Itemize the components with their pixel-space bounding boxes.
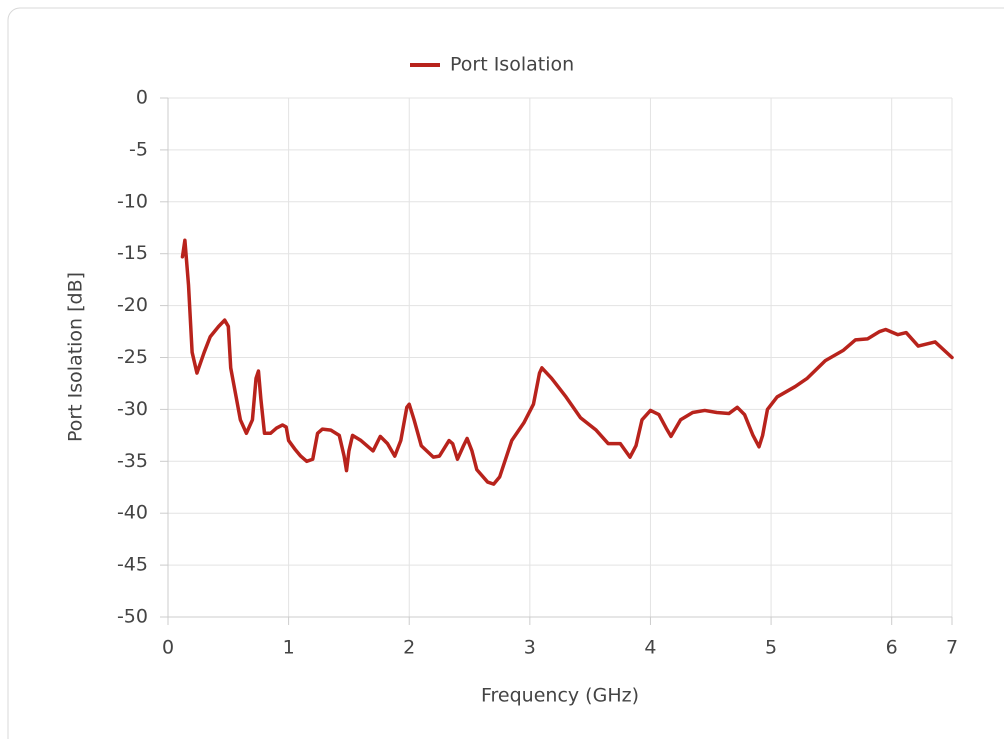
y-tick-label: -35 (117, 450, 148, 472)
legend-label: Port Isolation (450, 54, 574, 76)
series-line (180, 238, 954, 486)
x-axis-label: Frequency (GHz) (481, 685, 639, 707)
y-tick-label: -5 (129, 138, 148, 160)
y-tick-label: 0 (136, 87, 148, 109)
y-tick-label: -10 (117, 190, 148, 212)
x-tick-label: 3 (524, 637, 536, 659)
y-tick-label: -30 (117, 398, 148, 420)
x-tick-label: 7 (946, 637, 958, 659)
y-tick-label: -50 (117, 606, 148, 628)
y-tick-label: -45 (117, 554, 148, 576)
x-tick-label: 1 (283, 637, 295, 659)
y-tick-label: -25 (117, 346, 148, 368)
x-tick-label: 2 (403, 637, 415, 659)
y-tick-label: -20 (117, 294, 148, 316)
y-tick-label: -15 (117, 242, 148, 264)
x-tick-label: 0 (162, 637, 174, 659)
x-tick-label: 6 (886, 637, 898, 659)
x-tick-label: 5 (765, 637, 777, 659)
y-axis-label: Port Isolation [dB] (65, 272, 87, 442)
y-tick-label: -40 (117, 502, 148, 524)
x-tick-label: 4 (644, 637, 656, 659)
card (7, 7, 1004, 739)
